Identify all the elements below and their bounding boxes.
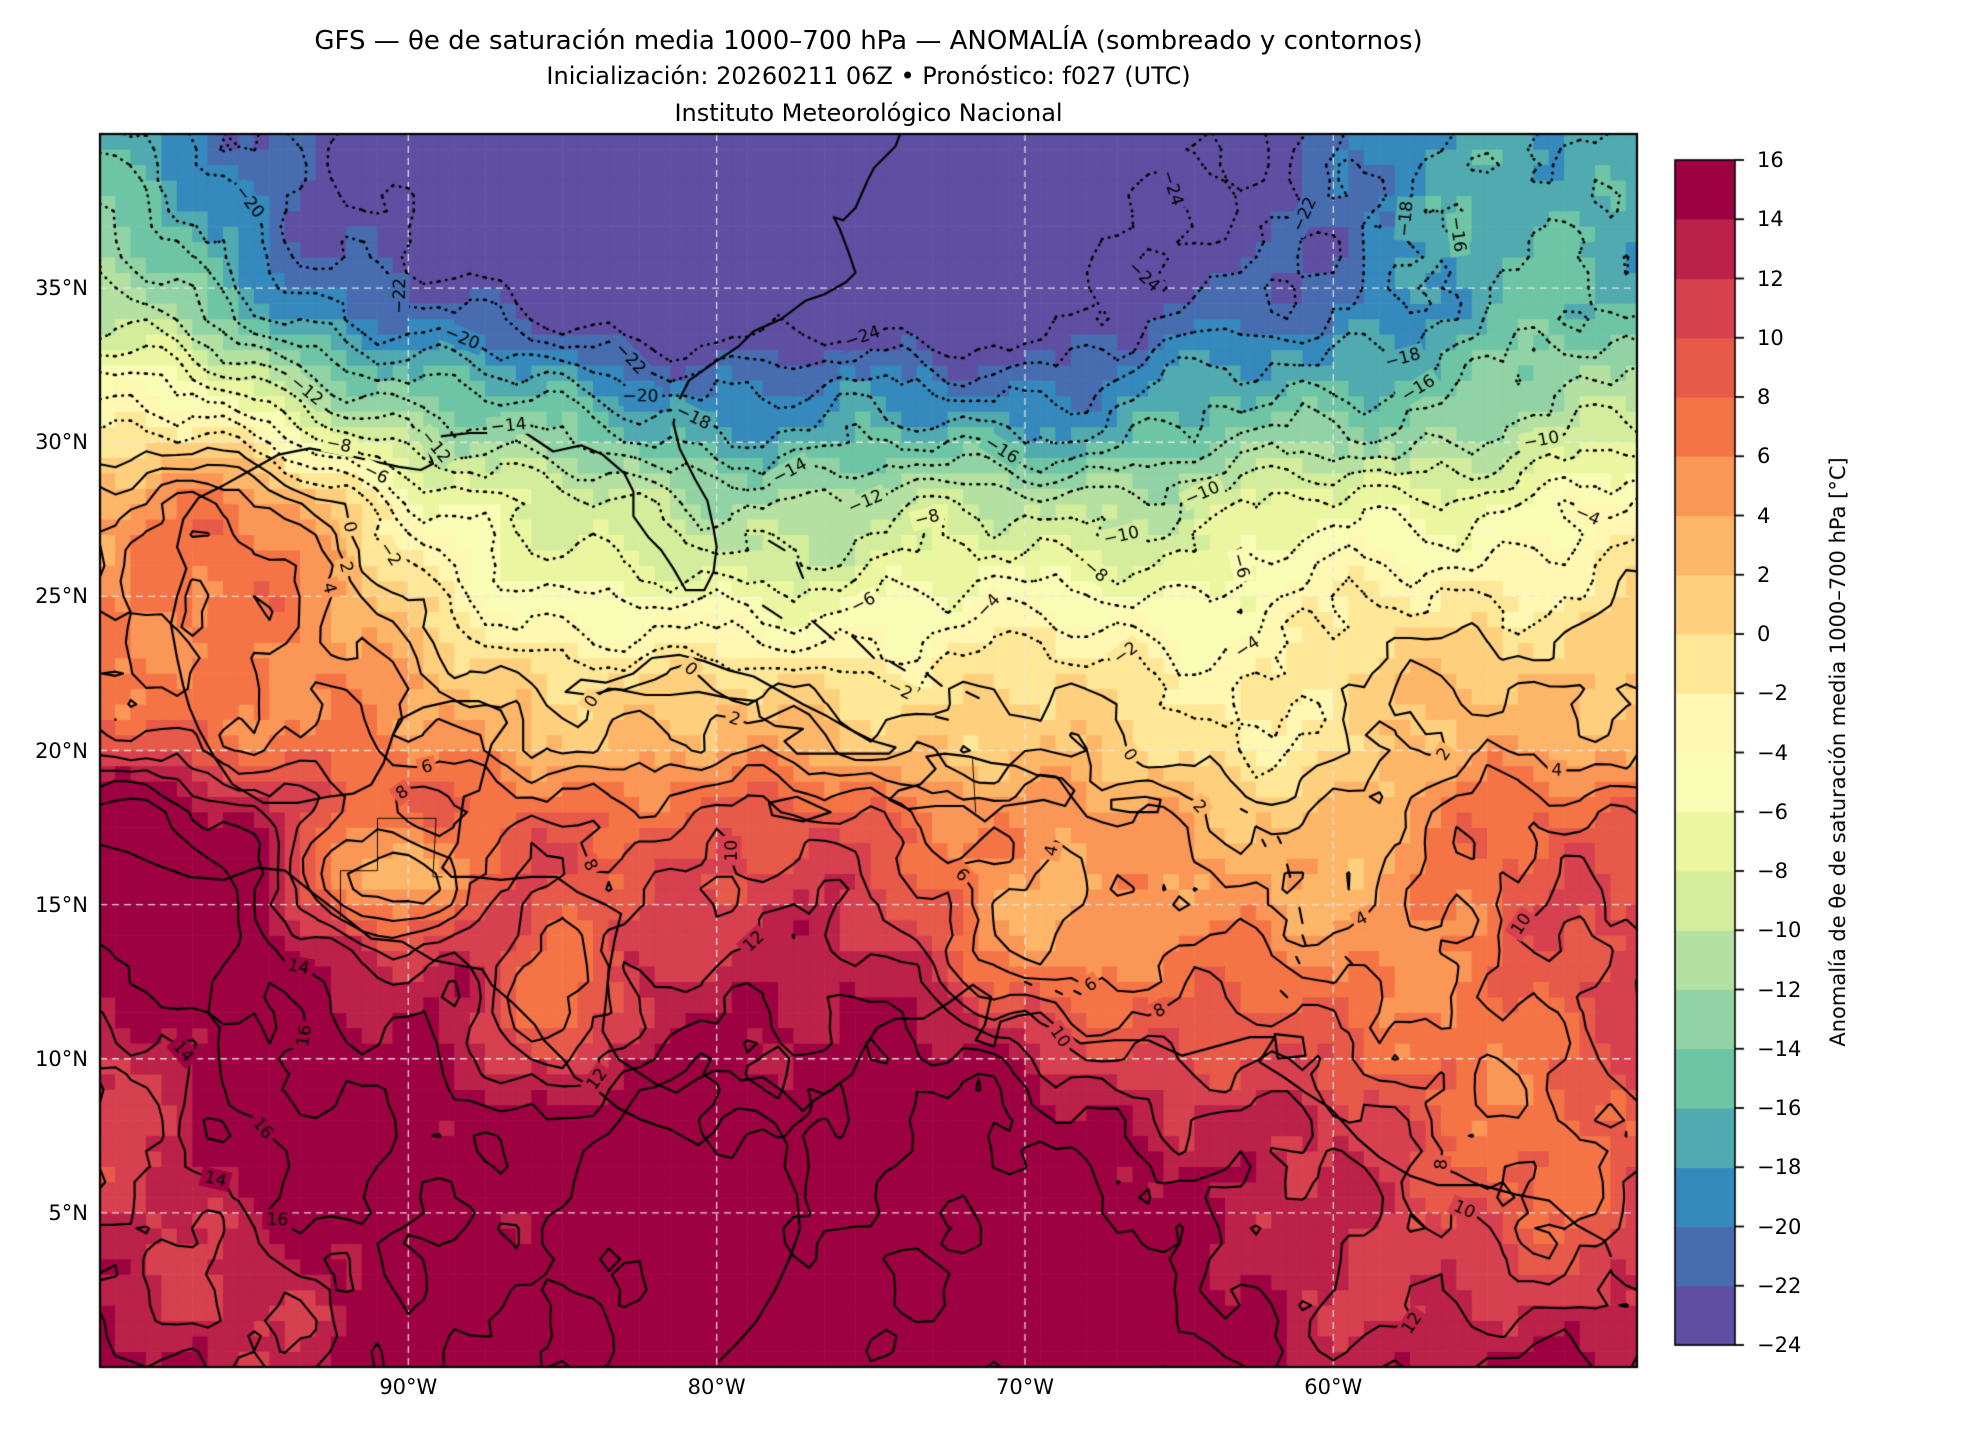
lat-tick-label: 30°N — [35, 430, 88, 455]
lat-tick-label: 10°N — [35, 1046, 88, 1071]
colorbar-tick-label: 10 — [1757, 325, 1784, 350]
colorbar-tick-label: −6 — [1757, 799, 1788, 824]
colorbar-tick-label: 16 — [1757, 148, 1784, 172]
colorbar-tick-label: −2 — [1757, 681, 1788, 706]
lat-tick-label: 35°N — [35, 276, 88, 301]
lon-tick-label: 80°W — [687, 1375, 746, 1399]
lat-tick-label: 20°N — [35, 738, 88, 763]
colorbar-tick-label: −8 — [1757, 859, 1788, 883]
colorbar-tick-label: −22 — [1757, 1273, 1802, 1298]
colorbar-tick-label: −18 — [1757, 1155, 1802, 1180]
colorbar-tick-label: 14 — [1757, 207, 1784, 232]
lat-tick-label: 5°N — [48, 1200, 88, 1225]
colorbar-tick-label: 4 — [1757, 503, 1771, 528]
colorbar-tick-label: 6 — [1757, 444, 1771, 469]
colorbar-tick-label: 8 — [1757, 385, 1771, 409]
lat-tick-label: 25°N — [35, 584, 88, 609]
colorbar-axis-title: Anomalía de θe de saturación media 1000–… — [1826, 457, 1850, 1047]
colorbar-tick-label: −24 — [1757, 1333, 1802, 1357]
colorbar-tick-label: −4 — [1757, 740, 1788, 765]
colorbar-tick-label: −16 — [1757, 1096, 1802, 1120]
colorbar-tick-label: 2 — [1757, 562, 1771, 587]
chart-credit: Instituto Meteorológico Nacional — [674, 99, 1063, 127]
lon-tick-label: 70°W — [995, 1375, 1054, 1399]
lat-tick-label: 15°N — [35, 892, 88, 917]
colorbar-tick-label: −14 — [1757, 1036, 1802, 1061]
colorbar-tick-label: −10 — [1757, 918, 1802, 943]
lon-tick-label: 90°W — [379, 1375, 438, 1399]
colorbar-tick-label: 0 — [1757, 622, 1771, 646]
colorbar-tick-label: −20 — [1757, 1214, 1802, 1239]
chart-subtitle: Inicialización: 20260211 06Z • Pronóstic… — [546, 62, 1191, 90]
colorbar-tick-label: −12 — [1757, 977, 1802, 1002]
chart-title: GFS — θe de saturación media 1000–700 hP… — [314, 26, 1423, 56]
colorbar-tick-label: 12 — [1757, 266, 1784, 291]
lon-tick-label: 60°W — [1304, 1375, 1363, 1399]
